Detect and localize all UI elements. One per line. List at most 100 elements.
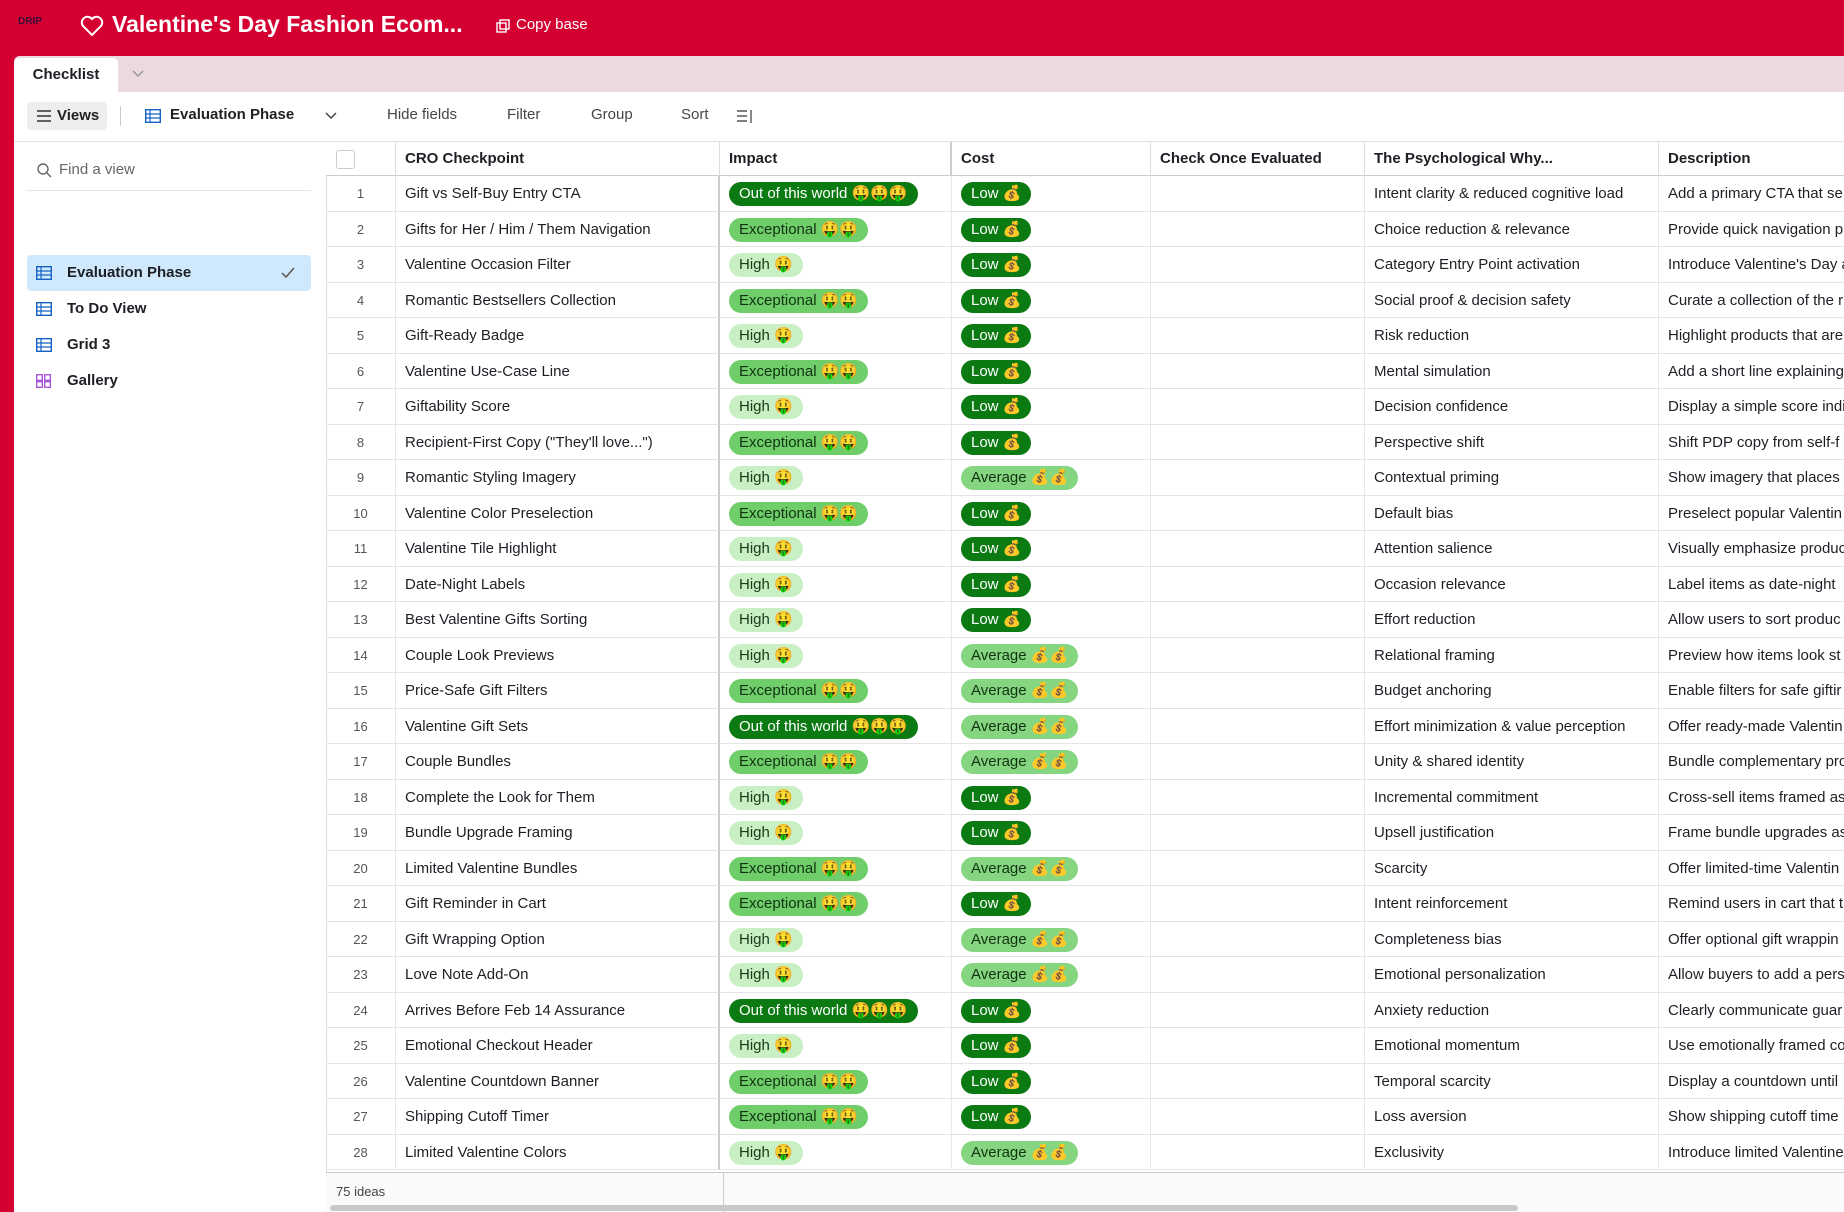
impact-pill[interactable]: Out of this world 🤑🤑🤑 — [729, 714, 918, 739]
impact-pill[interactable]: High 🤑 — [729, 927, 803, 952]
row-number: 19 — [326, 815, 396, 851]
cost-pill[interactable]: Average 💰💰 — [961, 856, 1079, 881]
impact-pill[interactable]: High 🤑 — [729, 253, 803, 278]
impact-pill[interactable]: Out of this world 🤑🤑🤑 — [729, 998, 918, 1023]
impact-pill[interactable]: High 🤑 — [729, 466, 803, 491]
view-item[interactable]: Evaluation Phase — [27, 255, 311, 291]
cost-pill[interactable]: Average 💰💰 — [961, 466, 1079, 491]
cost-pill[interactable]: Low 💰 — [961, 785, 1032, 810]
impact-pill[interactable]: Exceptional 🤑🤑 — [729, 1069, 869, 1094]
impact-pill[interactable]: Exceptional 🤑🤑 — [729, 501, 869, 526]
current-view[interactable]: Evaluation Phase — [170, 106, 295, 123]
impact-pill[interactable]: Exceptional 🤑🤑 — [729, 217, 869, 242]
hide-fields-label: Hide fields — [387, 106, 458, 123]
impact-pill[interactable]: High 🤑 — [729, 963, 803, 988]
cost-pill[interactable]: Average 💰💰 — [961, 679, 1079, 704]
impact-pill[interactable]: Exceptional 🤑🤑 — [729, 288, 869, 313]
column-header[interactable]: CRO Checkpoint — [396, 142, 720, 176]
filter[interactable]: Filter — [487, 106, 540, 123]
cost-pill[interactable]: Low 💰 — [961, 892, 1032, 917]
view-chevron[interactable] — [325, 111, 337, 121]
checkpoint-cell: Gift vs Self-Buy Entry CTA — [396, 176, 720, 212]
cost-pill[interactable]: Low 💰 — [961, 537, 1032, 562]
cost-pill[interactable]: Average 💰💰 — [961, 963, 1079, 988]
impact-pill[interactable]: High 🤑 — [729, 395, 803, 420]
impact-pill[interactable]: High 🤑 — [729, 324, 803, 349]
view-item[interactable]: Gallery — [27, 363, 311, 399]
impact-cell: Out of this world 🤑🤑🤑 — [720, 708, 952, 744]
impact-cell: High 🤑 — [720, 1028, 952, 1064]
cost-pill[interactable]: Low 💰 — [961, 501, 1032, 526]
cost-pill[interactable]: Low 💰 — [961, 253, 1032, 278]
cost-cell: Average 💰💰 — [952, 744, 1151, 780]
cost-pill[interactable]: Low 💰 — [961, 395, 1032, 420]
cost-pill[interactable]: Average 💰💰 — [961, 1140, 1079, 1165]
view-item[interactable]: Grid 3 — [27, 327, 311, 363]
impact-pill[interactable]: Exceptional 🤑🤑 — [729, 750, 869, 775]
cost-pill[interactable]: Low 💰 — [961, 1069, 1032, 1094]
cost-pill[interactable]: Low 💰 — [961, 288, 1032, 313]
impact-pill[interactable]: Exceptional 🤑🤑 — [729, 892, 869, 917]
impact-pill[interactable]: Exceptional 🤑🤑 — [729, 430, 869, 455]
cost-pill[interactable]: Low 💰 — [961, 572, 1032, 597]
hide-fields[interactable]: Hide fields — [367, 106, 457, 123]
impact-pill[interactable]: High 🤑 — [729, 572, 803, 597]
checkpoint-cell: Gift Wrapping Option — [396, 921, 720, 957]
base-title[interactable]: Valentine's Day Fashion Ecom... — [112, 11, 463, 37]
select-all-checkbox[interactable] — [336, 150, 355, 169]
cost-pill[interactable]: Low 💰 — [961, 217, 1032, 242]
row-number: 8 — [326, 424, 396, 460]
cost-pill[interactable]: Low 💰 — [961, 1105, 1032, 1130]
group-label: Group — [591, 106, 633, 123]
table-tab[interactable]: Checklist — [14, 58, 118, 92]
column-header[interactable]: The Psychological Why... — [1365, 142, 1659, 176]
impact-pill[interactable]: High 🤑 — [729, 1034, 803, 1059]
find-view[interactable]: Find a view — [27, 150, 311, 191]
views-button[interactable]: Views — [27, 102, 107, 130]
psychology-cell: Budget anchoring — [1365, 673, 1659, 709]
column-header[interactable]: Cost — [952, 142, 1151, 176]
impact-cell: High 🤑 — [720, 602, 952, 638]
cost-pill[interactable]: Average 💰💰 — [961, 643, 1079, 668]
impact-cell: High 🤑 — [720, 247, 952, 283]
impact-pill[interactable]: High 🤑 — [729, 785, 803, 810]
cost-pill[interactable]: Low 💰 — [961, 182, 1032, 207]
row-number: 14 — [326, 637, 396, 673]
column-header[interactable]: Check Once Evaluated — [1151, 142, 1365, 176]
impact-pill[interactable]: Exceptional 🤑🤑 — [729, 359, 869, 384]
impact-pill[interactable]: High 🤑 — [729, 821, 803, 846]
grid-icon — [145, 109, 161, 123]
impact-pill[interactable]: Out of this world 🤑🤑🤑 — [729, 182, 918, 207]
cost-pill[interactable]: Average 💰💰 — [961, 714, 1079, 739]
impact-pill[interactable]: High 🤑 — [729, 608, 803, 633]
copy-base-button[interactable]: Copy base — [516, 16, 588, 33]
group[interactable]: Group — [571, 106, 633, 123]
column-header[interactable]: Description — [1659, 142, 1844, 176]
cost-pill[interactable]: Average 💰💰 — [961, 750, 1079, 775]
impact-pill[interactable]: Exceptional 🤑🤑 — [729, 1105, 869, 1130]
cost-pill[interactable]: Low 💰 — [961, 998, 1032, 1023]
impact-pill[interactable]: High 🤑 — [729, 1140, 803, 1165]
impact-pill[interactable]: Exceptional 🤑🤑 — [729, 679, 869, 704]
cost-pill[interactable]: Low 💰 — [961, 821, 1032, 846]
logo[interactable]: DRIP — [18, 16, 42, 27]
cost-pill[interactable]: Low 💰 — [961, 430, 1032, 455]
impact-pill[interactable]: High 🤑 — [729, 643, 803, 668]
cost-cell: Low 💰 — [952, 389, 1151, 425]
impact-pill[interactable]: Exceptional 🤑🤑 — [729, 856, 869, 881]
row-height-icon[interactable] — [737, 110, 753, 123]
sort[interactable]: Sort — [661, 106, 709, 123]
impact-pill[interactable]: High 🤑 — [729, 537, 803, 562]
column-header[interactable]: Impact — [720, 142, 952, 176]
description-cell: Clearly communicate guar — [1659, 993, 1844, 1028]
cost-pill[interactable]: Low 💰 — [961, 359, 1032, 384]
row-number: 11 — [326, 531, 396, 567]
tab-chevron[interactable] — [132, 69, 144, 79]
cost-pill[interactable]: Average 💰💰 — [961, 927, 1079, 952]
cost-cell: Low 💰 — [952, 282, 1151, 318]
scrollbar[interactable] — [330, 1205, 1518, 1211]
cost-pill[interactable]: Low 💰 — [961, 608, 1032, 633]
cost-pill[interactable]: Low 💰 — [961, 1034, 1032, 1059]
view-item[interactable]: To Do View — [27, 291, 311, 327]
cost-pill[interactable]: Low 💰 — [961, 324, 1032, 349]
